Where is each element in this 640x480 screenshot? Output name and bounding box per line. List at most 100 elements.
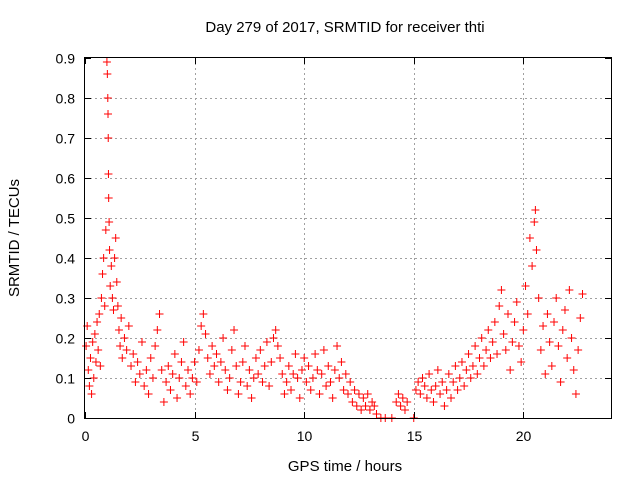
data-point — [552, 294, 561, 302]
data-point — [170, 350, 179, 358]
y-tick-label: 0.2 — [56, 331, 76, 347]
data-point — [560, 306, 569, 314]
data-point — [140, 382, 149, 390]
data-point — [477, 334, 486, 342]
data-point — [425, 370, 434, 378]
data-point — [95, 310, 104, 318]
data-point — [490, 318, 499, 326]
data-point — [328, 394, 337, 402]
data-point — [133, 358, 142, 366]
data-point — [186, 390, 195, 398]
data-point — [168, 370, 177, 378]
y-tick-label: 0.4 — [56, 251, 76, 267]
data-point — [348, 398, 357, 406]
data-point — [184, 366, 193, 374]
data-point — [473, 370, 482, 378]
data-point — [162, 378, 171, 386]
data-point — [317, 370, 326, 378]
data-point — [433, 366, 442, 374]
data-point — [319, 346, 328, 354]
data-point — [104, 110, 113, 118]
data-point — [282, 378, 291, 386]
data-point — [284, 362, 293, 370]
data-point — [85, 382, 94, 390]
data-point — [249, 374, 258, 382]
data-point — [444, 370, 453, 378]
data-point — [278, 370, 287, 378]
data-point — [210, 362, 219, 370]
data-point — [324, 362, 333, 370]
data-point — [372, 410, 381, 418]
data-point — [146, 354, 155, 362]
data-point — [262, 338, 271, 346]
data-point — [512, 298, 521, 306]
data-point — [536, 346, 545, 354]
data-point — [104, 134, 113, 142]
data-point — [578, 290, 587, 298]
data-point — [192, 378, 201, 386]
data-point — [521, 282, 530, 290]
data-point — [357, 406, 366, 414]
x-axis-label: GPS time / hours — [288, 458, 402, 475]
data-point — [101, 226, 110, 234]
data-point — [105, 246, 114, 254]
data-point — [508, 338, 517, 346]
data-point — [116, 342, 125, 350]
data-point — [157, 366, 166, 374]
data-point — [98, 270, 107, 278]
axis-ticks — [85, 58, 611, 419]
data-point — [534, 294, 543, 302]
data-point — [550, 318, 559, 326]
data-point — [400, 406, 409, 414]
data-point — [112, 278, 121, 286]
data-point — [392, 398, 401, 406]
data-point — [438, 378, 447, 386]
data-point — [109, 306, 118, 314]
data-point — [291, 350, 300, 358]
data-point — [486, 354, 495, 362]
data-point — [464, 350, 473, 358]
data-point — [420, 382, 429, 390]
data-point — [339, 386, 348, 394]
data-point — [519, 326, 528, 334]
data-point — [468, 362, 477, 370]
data-point — [142, 366, 151, 374]
data-point — [525, 234, 534, 242]
data-point — [289, 370, 298, 378]
data-point — [238, 358, 247, 366]
data-point — [499, 330, 508, 338]
data-point — [330, 366, 339, 374]
data-point — [122, 346, 131, 354]
y-tick-labels: 0 0.1 0.2 0.3 0.4 0.5 0.6 0.7 0.8 0.9 — [56, 51, 76, 427]
data-point — [197, 322, 206, 330]
data-point — [260, 362, 269, 370]
data-point — [530, 218, 539, 226]
data-point — [493, 350, 502, 358]
data-point — [565, 286, 574, 294]
data-point — [247, 394, 256, 402]
data-point — [427, 386, 436, 394]
data-point — [144, 390, 153, 398]
data-point — [571, 390, 580, 398]
data-point — [554, 342, 563, 350]
data-points — [82, 58, 587, 422]
data-point — [110, 254, 119, 262]
data-point — [104, 194, 113, 202]
data-point — [495, 302, 504, 310]
data-point — [503, 310, 512, 318]
data-point — [153, 326, 162, 334]
data-point — [199, 310, 208, 318]
data-point — [201, 330, 210, 338]
data-point — [563, 354, 572, 362]
data-point — [181, 382, 190, 390]
data-point — [293, 374, 302, 382]
data-point — [118, 354, 127, 362]
data-point — [205, 370, 214, 378]
x-tick-label: 10 — [297, 428, 313, 444]
data-point — [315, 390, 324, 398]
data-point — [462, 366, 471, 374]
data-point — [84, 366, 93, 374]
data-point — [88, 338, 97, 346]
data-point — [532, 246, 541, 254]
